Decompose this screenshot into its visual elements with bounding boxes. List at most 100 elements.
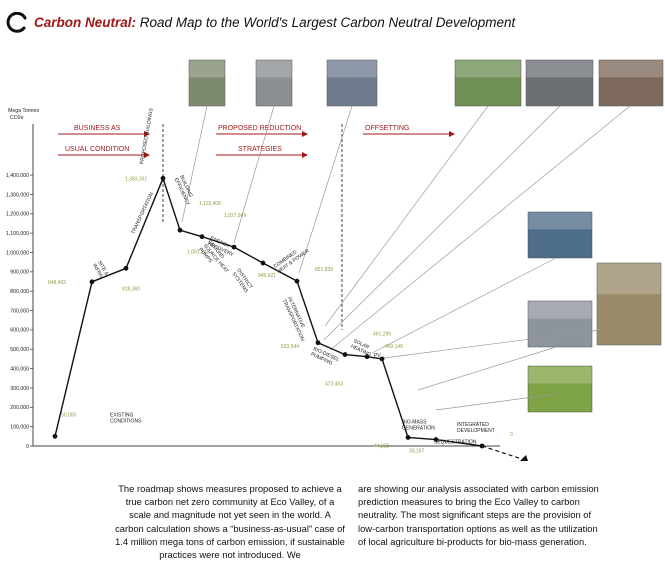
y-tick-label: 300,000 [10,386,29,392]
phase-arrow-head [449,131,455,137]
roadmap-line [54,176,483,447]
y-tick-label: 1,300,000 [6,192,29,198]
continuation-arrow [520,455,528,461]
phase-arrow-head [144,131,150,137]
greenhouse-photo [527,365,593,413]
y-tick-label: 1,000,000 [6,250,29,256]
photo-frame [527,300,593,348]
step-label-line: SEQUESTRATION [434,440,477,446]
value-label: 1,027,849 [224,213,246,219]
photo-frame [527,211,593,259]
photo-connector [298,105,353,274]
photo-frame [527,365,593,413]
continuation-line [481,445,529,462]
data-point [123,265,129,271]
dome-plant-photo [527,300,593,348]
photo-sky [256,60,292,78]
y-tick-label: 1,400,000 [6,173,29,179]
value-label: 1,383,351 [125,176,147,182]
photo-fill [455,60,521,106]
data-point [364,354,370,360]
value-label: 450,145 [385,344,403,350]
photo-sky [597,263,661,295]
data-point [52,433,58,439]
data-point [89,279,95,285]
photo-sky [455,60,521,78]
data-point [160,175,166,181]
photo-fill [597,263,661,345]
data-point [199,234,205,240]
photo-connector [435,393,557,411]
y-tick-label: 900,000 [10,270,29,276]
y-tick-label: 0 [26,444,29,450]
phase-label: STRATEGIES [238,146,282,153]
turbines-photo [255,59,293,107]
step-label-line: DEVELOPMENT [457,428,495,434]
building-photo [188,59,226,107]
step-label-line: INTEGRATED [457,422,489,428]
swoosh-logo-icon [6,12,27,33]
data-point [342,352,348,357]
phase-arrow-head [302,131,308,137]
photo-frame [525,59,594,107]
data-point [177,227,183,233]
data-point [479,443,485,449]
photo-connector [371,257,557,354]
photo-fill [327,60,377,106]
step-label-line: PV [374,353,381,359]
step-label: PV [374,353,381,359]
y-tick-label: 100,000 [10,424,29,430]
value-label: 851,839 [315,267,333,273]
y-tick-label: 400,000 [10,366,29,372]
y-axis-label: Mega Tonnes [8,108,39,114]
photo-connector [383,329,601,359]
data-point [433,437,439,442]
photo-connector [181,105,208,223]
photo-sky [599,60,663,78]
data-point [379,356,385,362]
value-label: 1,115,408 [199,201,221,207]
photo-fill [528,301,592,347]
y-axis-unit: CO2e [10,115,24,121]
step-label-line: EXISTING [110,412,133,418]
value-label: 472,453 [325,382,343,388]
header: Carbon Neutral: Road Map to the World's … [0,0,665,52]
y-tick-label: 1,200,000 [6,212,29,218]
data-point [405,435,411,440]
phase-label: USUAL CONDITION [65,146,129,153]
y-tick-label: 1,100,000 [6,231,29,237]
step-label-line: CONDITIONS [110,418,142,424]
photo-connector [417,346,557,391]
photo-connector [233,105,275,244]
data-point [260,260,266,266]
value-label: 33,167 [409,449,425,455]
value-label: 533,544 [281,344,299,350]
photo-fill [256,60,292,106]
y-tick-label: 200,000 [10,405,29,411]
value-label: 0 [510,432,513,438]
description-right: are showing our analysis associated with… [358,483,599,547]
description-left: The roadmap shows measures proposed to a… [115,483,345,561]
photo-sky [189,60,225,78]
phase-arrow-head [302,152,308,158]
phase-label: OFFSETTING [365,125,409,132]
data-point [315,340,321,346]
step-label-line: GENERATION [402,425,435,431]
value-label: 44,225 [374,443,390,449]
photo-connector [329,105,631,351]
data-point [294,278,300,284]
photo-fill [189,60,225,106]
value-label: 461,299 [373,332,391,338]
photo-frame [598,59,664,107]
photo-fill [599,60,663,106]
photo-sky [528,212,592,230]
value-label: 945,621 [258,273,276,279]
solar-dish-photo [527,211,593,259]
y-tick-label: 500,000 [10,347,29,353]
